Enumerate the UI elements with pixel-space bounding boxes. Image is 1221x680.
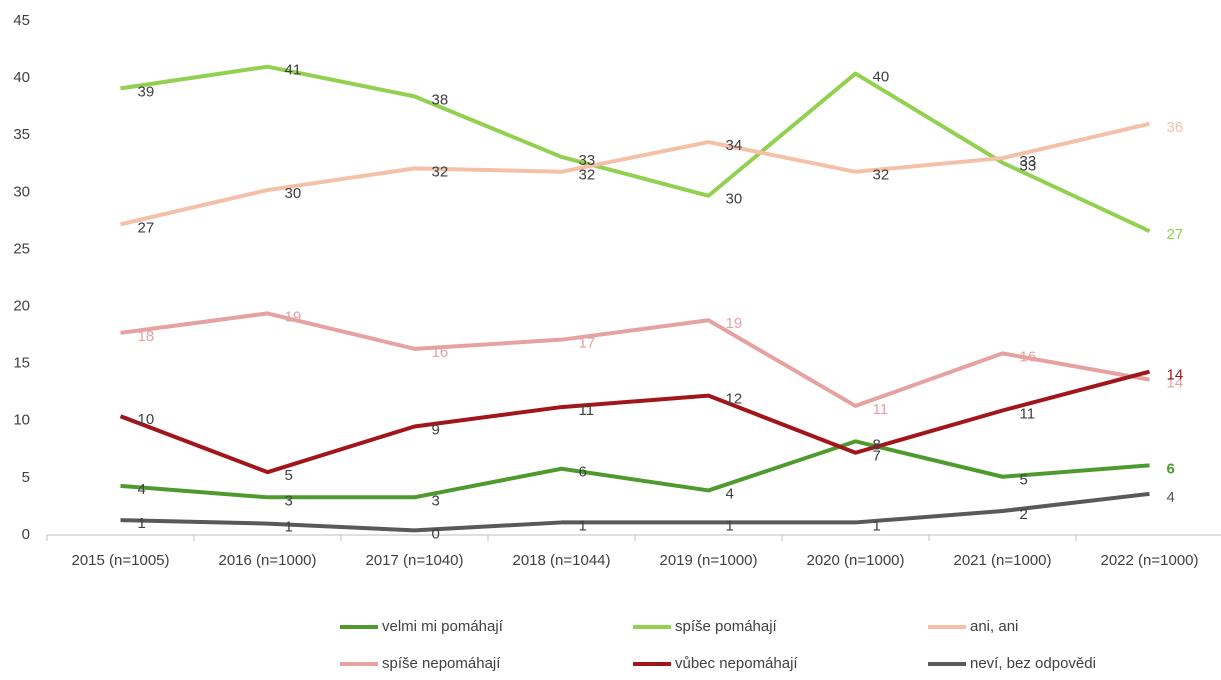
- y-tick-label: 25: [13, 240, 30, 257]
- y-tick-label: 40: [13, 69, 30, 86]
- data-label: 16: [1020, 348, 1037, 365]
- data-label: 11: [579, 402, 595, 419]
- data-label: 38: [432, 91, 449, 108]
- data-label: 9: [432, 421, 440, 438]
- data-label: 14: [1167, 367, 1184, 384]
- data-label: 39: [138, 83, 155, 100]
- data-label: 1: [285, 519, 293, 536]
- data-label: 14: [1167, 375, 1184, 392]
- y-tick-label: 35: [13, 126, 30, 143]
- x-tick-label: 2018 (n=1044): [513, 552, 611, 569]
- data-label: 18: [138, 328, 155, 345]
- data-label: 16: [432, 344, 449, 361]
- data-label: 30: [285, 185, 302, 202]
- data-label: 40: [873, 69, 890, 86]
- data-label: 1: [873, 517, 881, 534]
- x-tick-label: 2021 (n=1000): [954, 552, 1052, 569]
- data-label: 33: [1020, 153, 1037, 170]
- data-label: 12: [726, 391, 743, 408]
- series-line: [120, 491, 1150, 533]
- y-tick-label: 45: [13, 12, 30, 29]
- x-tick-label: 2022 (n=1000): [1101, 552, 1199, 569]
- data-label: 32: [432, 163, 449, 180]
- data-label: 6: [579, 464, 587, 481]
- y-tick-label: 15: [13, 355, 30, 372]
- data-label: 3: [285, 492, 293, 509]
- data-label: 11: [1020, 405, 1036, 422]
- data-label: 27: [1167, 226, 1184, 243]
- data-label: 33: [579, 152, 596, 169]
- data-label: 6: [1167, 460, 1175, 477]
- data-label: 32: [579, 167, 596, 184]
- series-line: [120, 439, 1150, 500]
- data-label: 19: [285, 308, 302, 325]
- legend-label: spíše pomáhají: [675, 618, 778, 635]
- series-line: [120, 311, 1150, 408]
- data-label: 41: [285, 62, 302, 79]
- x-tick-label: 2016 (n=1000): [219, 552, 317, 569]
- data-label: 4: [726, 485, 734, 502]
- data-label: 17: [579, 335, 596, 352]
- legend-label: ani, ani: [970, 618, 1018, 635]
- data-label: 0: [432, 525, 440, 542]
- data-label: 4: [138, 481, 146, 498]
- y-tick-label: 30: [13, 183, 30, 200]
- data-label: 1: [726, 517, 734, 534]
- series-line: [120, 121, 1150, 227]
- data-label: 1: [138, 515, 146, 532]
- x-tick-label: 2020 (n=1000): [807, 552, 905, 569]
- y-tick-label: 0: [22, 526, 30, 543]
- y-tick-label: 10: [13, 412, 30, 429]
- y-tick-label: 5: [22, 469, 30, 486]
- data-label: 1: [579, 517, 587, 534]
- data-label: 2: [1020, 506, 1028, 523]
- legend-label: spíše nepomáhají: [382, 655, 501, 672]
- data-label: 36: [1167, 119, 1184, 136]
- data-label: 3: [432, 492, 440, 509]
- data-label: 33: [1020, 158, 1037, 175]
- legend-label: velmi mi pomáhají: [382, 618, 504, 635]
- series-line: [120, 64, 1151, 233]
- legend-label: vůbec nepomáhají: [675, 655, 798, 672]
- data-label: 11: [873, 401, 889, 418]
- data-label: 30: [726, 191, 743, 208]
- y-tick-label: 20: [13, 298, 30, 315]
- x-tick-label: 2017 (n=1040): [366, 552, 464, 569]
- data-label: 27: [138, 219, 155, 236]
- data-label: 7: [873, 448, 881, 465]
- x-tick-label: 2015 (n=1005): [72, 552, 170, 569]
- data-label: 34: [726, 137, 743, 154]
- data-label: 19: [726, 315, 743, 332]
- x-tick-label: 2019 (n=1000): [660, 552, 758, 569]
- data-label: 4: [1167, 489, 1175, 506]
- data-label: 10: [138, 411, 155, 428]
- data-label: 8: [873, 436, 881, 453]
- series-line: [119, 369, 1151, 475]
- legend-label: neví, bez odpovědi: [970, 655, 1096, 672]
- data-label: 32: [873, 167, 890, 184]
- data-label: 5: [285, 467, 293, 484]
- data-label: 5: [1020, 472, 1028, 489]
